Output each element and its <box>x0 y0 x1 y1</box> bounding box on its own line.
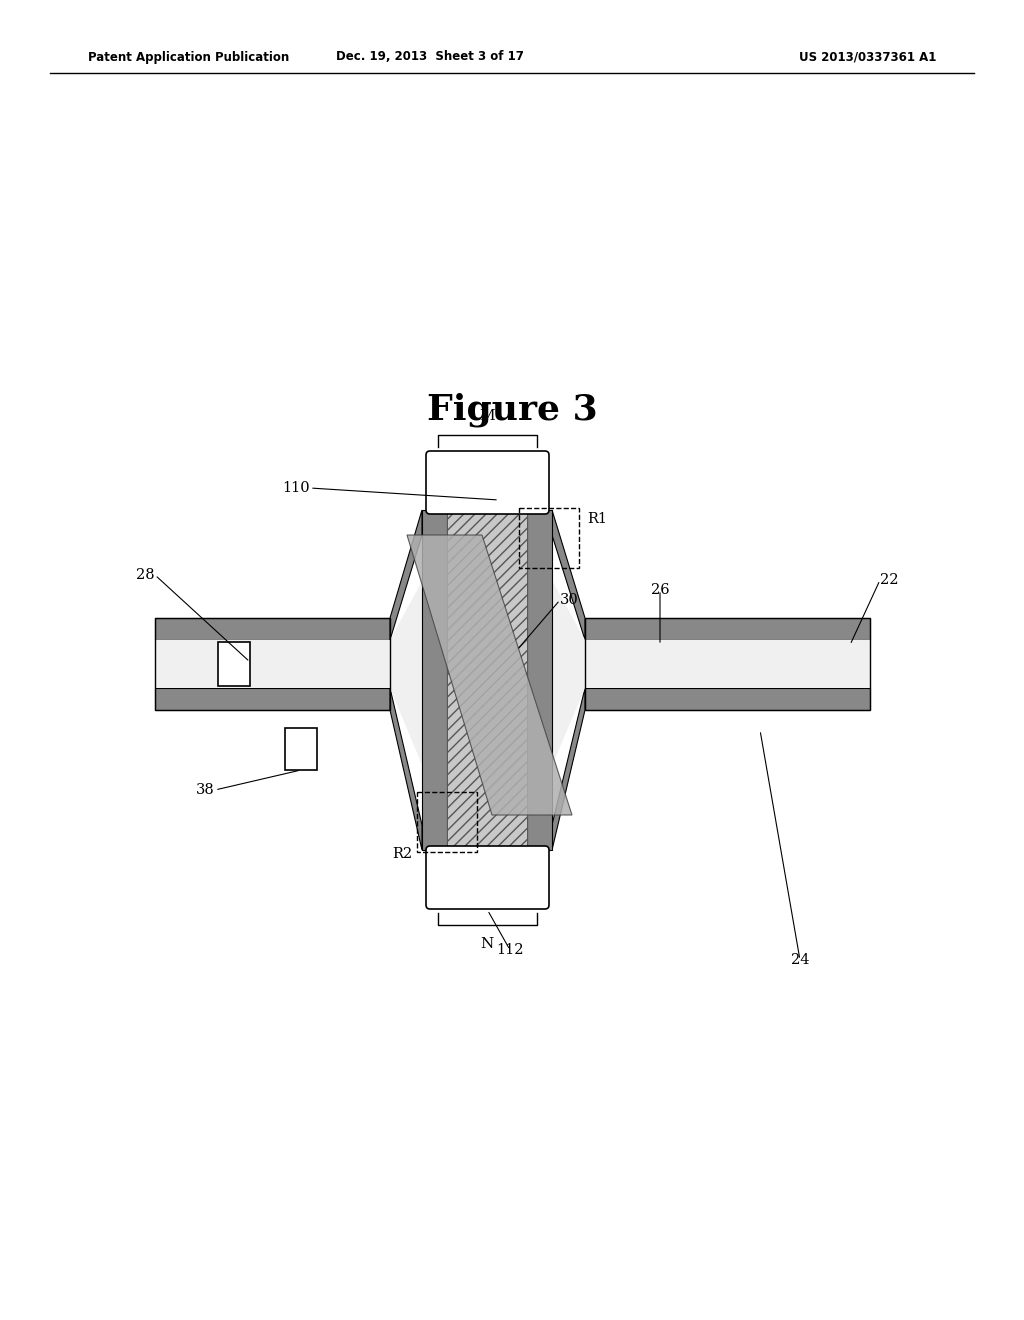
Bar <box>585 618 870 710</box>
Text: R2: R2 <box>392 847 412 861</box>
Text: R1: R1 <box>587 512 607 525</box>
Text: 26: 26 <box>650 583 670 597</box>
Bar <box>155 618 390 640</box>
Text: Dec. 19, 2013  Sheet 3 of 17: Dec. 19, 2013 Sheet 3 of 17 <box>336 50 524 63</box>
Polygon shape <box>552 510 585 640</box>
Bar <box>527 510 552 850</box>
Bar <box>519 508 579 568</box>
Text: Patent Application Publication: Patent Application Publication <box>88 50 289 63</box>
Text: 38: 38 <box>197 783 215 797</box>
Bar <box>155 688 390 710</box>
Polygon shape <box>552 688 585 850</box>
Text: 110: 110 <box>283 480 310 495</box>
Polygon shape <box>390 688 422 850</box>
Text: 28: 28 <box>136 568 155 582</box>
Text: N: N <box>480 937 494 950</box>
Polygon shape <box>407 535 572 814</box>
Text: US 2013/0337361 A1: US 2013/0337361 A1 <box>799 50 936 63</box>
Text: M: M <box>479 409 495 422</box>
Polygon shape <box>390 510 422 640</box>
Bar <box>422 510 447 850</box>
Bar <box>155 640 390 688</box>
Text: 30: 30 <box>560 593 579 607</box>
Bar <box>285 729 317 770</box>
Text: 112: 112 <box>497 942 523 957</box>
Bar <box>585 688 870 710</box>
Bar <box>417 792 477 851</box>
Text: Figure 3: Figure 3 <box>427 393 597 428</box>
FancyBboxPatch shape <box>426 846 549 909</box>
Bar <box>155 618 390 710</box>
Text: 22: 22 <box>880 573 898 587</box>
Bar <box>585 640 870 688</box>
Bar <box>585 618 870 640</box>
Bar <box>447 510 527 850</box>
Polygon shape <box>390 535 447 825</box>
Polygon shape <box>527 535 585 825</box>
Text: 24: 24 <box>791 953 809 968</box>
Bar <box>218 642 250 686</box>
FancyBboxPatch shape <box>426 451 549 513</box>
